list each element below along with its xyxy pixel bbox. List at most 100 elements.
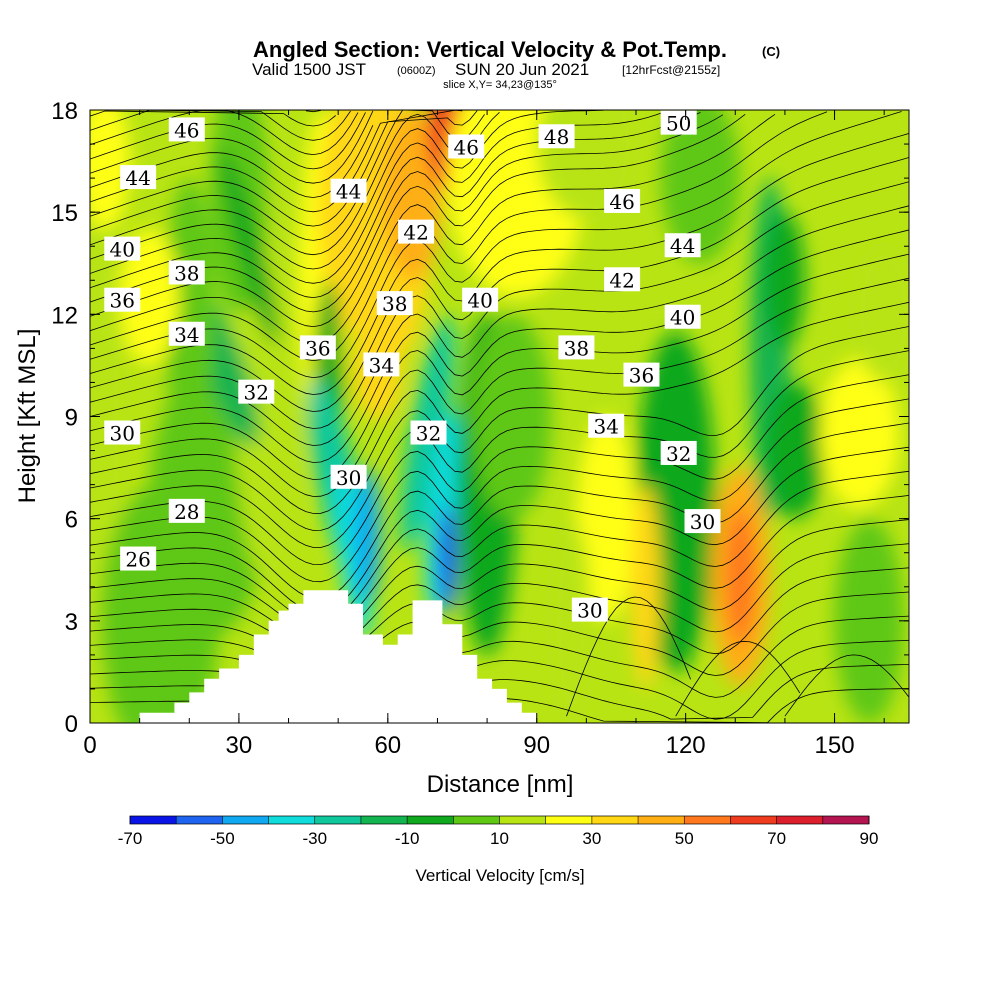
contour-label: 30 xyxy=(684,509,721,534)
chart-title: Angled Section: Vertical Velocity & Pot.… xyxy=(253,37,727,62)
contour-label-box xyxy=(623,362,660,387)
colorbar-label: 50 xyxy=(675,829,694,848)
contour-label-text: 42 xyxy=(403,221,428,245)
contour-label: 42 xyxy=(398,219,435,245)
colorbar-label: -70 xyxy=(118,829,143,848)
contour-label-box xyxy=(558,335,595,360)
contour-label-box xyxy=(330,178,367,203)
colorbar-label: 90 xyxy=(860,829,879,848)
contour-label: 50 xyxy=(660,110,697,136)
velocity-cell xyxy=(765,382,825,519)
contour-label: 26 xyxy=(120,546,157,572)
contour-label-box xyxy=(363,352,400,377)
contour-label-text: 38 xyxy=(174,261,199,285)
isentrope-line xyxy=(675,640,801,717)
contour-label-text: 44 xyxy=(336,180,361,204)
velocity-cell xyxy=(164,178,215,451)
potential-temperature-contours xyxy=(90,110,909,723)
isentrope-line xyxy=(90,350,909,548)
colorbar-cell xyxy=(822,816,870,824)
contour-label-box xyxy=(448,134,485,159)
contour-label-text: 40 xyxy=(467,289,492,313)
isentrope-line xyxy=(90,112,701,299)
valid-utc: (0600Z) xyxy=(397,65,436,77)
contour-label-box xyxy=(604,267,641,292)
colorbar-cell xyxy=(130,816,177,824)
contour-label-text: 44 xyxy=(125,166,150,190)
isentrope-line xyxy=(90,277,909,497)
contour-label-box xyxy=(660,440,697,465)
contour-label-text: 42 xyxy=(609,268,634,292)
isentrope-line xyxy=(90,112,366,170)
contour-label-box xyxy=(330,464,367,489)
contour-label-text: 34 xyxy=(593,415,618,439)
velocity-cell xyxy=(437,505,458,615)
contour-label: 38 xyxy=(376,291,413,316)
contour-label-text: 46 xyxy=(609,190,634,214)
contour-label: 40 xyxy=(462,287,499,313)
contour-labels: 46 44 40 38 36 34 30 28 26 32 44 36 30 46 42 38 34 40 32 48… xyxy=(104,110,721,623)
isentrope-line xyxy=(90,470,909,623)
contour-label-box xyxy=(168,260,205,285)
y-tick-label: 0 xyxy=(65,711,78,738)
contour-label-text: 48 xyxy=(544,125,569,149)
contour-label-box xyxy=(398,219,435,244)
isentrope-line xyxy=(90,181,909,429)
isentrope-line xyxy=(90,591,909,676)
velocity-cell xyxy=(551,518,592,723)
velocity-cell xyxy=(765,212,805,349)
contour-label: 38 xyxy=(558,335,595,360)
velocity-cell xyxy=(576,416,637,621)
valid-prefix: Valid 1500 JST xyxy=(252,60,366,79)
contour-label-box xyxy=(664,304,701,329)
contour-label: 34 xyxy=(363,352,400,377)
x-tick-label: 120 xyxy=(666,732,706,759)
velocity-cell xyxy=(425,410,460,614)
contour-label: 38 xyxy=(168,260,205,285)
contour-label-text: 28 xyxy=(174,500,199,524)
velocity-cell xyxy=(631,484,661,689)
contour-label-text: 44 xyxy=(670,234,695,258)
contour-label: 36 xyxy=(104,287,141,313)
colorbar-cell xyxy=(545,816,593,824)
contour-label-text: 34 xyxy=(174,323,199,347)
colorbar-cell xyxy=(499,816,547,824)
y-axis-label: Height [Kft MSL] xyxy=(14,329,41,504)
y-tick-label: 3 xyxy=(65,609,78,636)
isentrope-line xyxy=(90,110,351,141)
y-tick-label: 12 xyxy=(51,302,78,329)
contour-label-box xyxy=(410,420,447,445)
x-tick-label: 0 xyxy=(83,732,96,759)
isentrope-line xyxy=(90,205,909,446)
colorbar-label: 30 xyxy=(582,829,601,848)
isentrope-line xyxy=(90,229,909,463)
contour-label-box xyxy=(299,335,336,360)
colorbar-label: 10 xyxy=(490,829,509,848)
velocity-cell xyxy=(834,518,905,723)
colorbar-label: -30 xyxy=(302,829,327,848)
chart-title-block: Angled Section: Vertical Velocity & Pot.… xyxy=(252,37,780,91)
y-tick-label: 18 xyxy=(51,98,78,125)
isentrope-line xyxy=(90,495,909,633)
colorbar-cell xyxy=(591,816,639,824)
isentrope-line xyxy=(90,157,909,412)
x-tick-label: 30 xyxy=(226,732,253,759)
isentrope-line xyxy=(90,110,485,241)
contour-label: 28 xyxy=(168,498,205,524)
contour-label-box xyxy=(571,597,608,622)
velocity-cell xyxy=(119,229,180,366)
contour-label-text: 40 xyxy=(110,238,135,262)
contour-label-text: 38 xyxy=(564,336,589,360)
contour-label: 44 xyxy=(664,233,701,258)
colorbar-cell xyxy=(268,816,316,824)
contour-label-text: 46 xyxy=(454,135,479,159)
contour-label: 44 xyxy=(330,178,367,204)
contour-label-box xyxy=(684,509,721,534)
isentrope-line xyxy=(784,654,909,717)
velocity-cell xyxy=(355,467,381,604)
contour-label-box xyxy=(168,117,205,142)
contour-label: 34 xyxy=(588,413,625,439)
isentrope-line xyxy=(90,133,909,395)
contour-label: 46 xyxy=(448,134,485,159)
contour-label: 44 xyxy=(120,165,157,190)
